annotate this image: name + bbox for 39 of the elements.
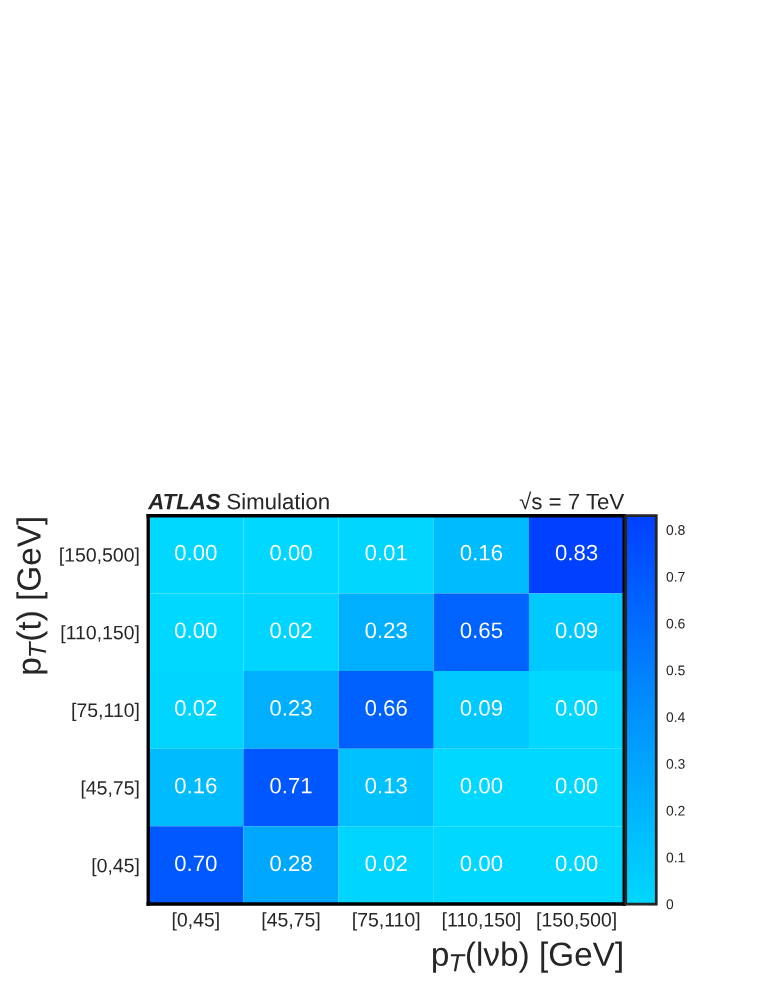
data-label: 0.65 (460, 622, 503, 639)
data-label: 0.02 (270, 622, 312, 639)
data-label: 0.28 (270, 855, 312, 872)
data-label: 0.16 (460, 544, 503, 561)
data-label: 0.09 (460, 700, 502, 716)
data-label: 0.02 (365, 855, 407, 872)
data-label: 0.00 (175, 544, 217, 561)
y-tick-label: [150,500] (60, 547, 139, 566)
text: √s = 7 TeV (519, 491, 625, 510)
x-tick-label: [110,150] (442, 912, 520, 931)
x-axis-title: p$_{T}$(lνb) [GeV] (433, 941, 622, 973)
data-label: 0.70 (175, 855, 217, 872)
data-label: 0.16 (175, 777, 217, 794)
x-tick-label: [45,75] (262, 912, 320, 931)
x-tick-label: [75,110] (353, 912, 420, 931)
data-label: 0.83 (555, 544, 598, 561)
data-label: 0.00 (555, 777, 598, 794)
data-label: 0.00 (555, 855, 598, 872)
data-label: 0.02 (175, 700, 217, 716)
data-label: 0.66 (365, 700, 407, 716)
data-label: 0.23 (270, 700, 312, 716)
data-label: 0.13 (365, 777, 407, 794)
y-tick-label: [45,75] (81, 780, 139, 799)
y-tick-label: [110,150] (61, 625, 139, 644)
data-label: 0.00 (270, 544, 312, 561)
data-label: 0.71 (270, 777, 312, 794)
y-axis-title: p$_{T}$(t) [GeV] (16, 518, 48, 674)
data-label: 0.00 (460, 855, 503, 872)
data-label: 0.01 (365, 544, 407, 561)
y-tick-label: [0,45] (92, 858, 139, 877)
data-label: 0.00 (555, 700, 598, 716)
x-tick-label: [0,45] (172, 912, 219, 931)
x-tick-label: [150,500] (537, 912, 616, 931)
chart-title: ATLAS Simulation (147, 493, 329, 510)
data-label: 0.09 (555, 622, 598, 639)
data-label: 0.23 (365, 622, 407, 639)
y-tick-label: [75,110] (72, 702, 139, 721)
data-label: 0.00 (175, 622, 217, 639)
data-label: 0.00 (460, 777, 503, 794)
